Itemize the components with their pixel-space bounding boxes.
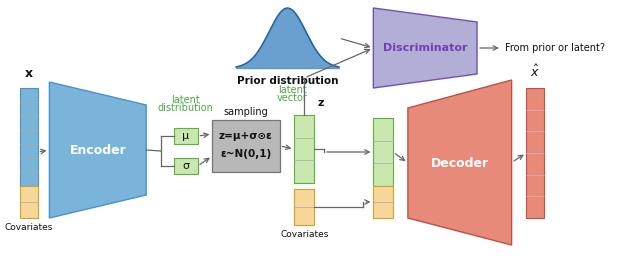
Polygon shape bbox=[49, 82, 146, 218]
Text: Covariates: Covariates bbox=[4, 223, 53, 232]
Bar bbox=[294, 189, 314, 225]
Text: Discriminator: Discriminator bbox=[383, 43, 467, 53]
Bar bbox=[174, 158, 198, 174]
Polygon shape bbox=[408, 80, 511, 245]
Text: latent: latent bbox=[172, 95, 200, 105]
Bar bbox=[212, 120, 280, 172]
Text: μ: μ bbox=[182, 131, 189, 141]
Text: Encoder: Encoder bbox=[69, 143, 126, 156]
Text: Decoder: Decoder bbox=[431, 156, 489, 169]
Bar bbox=[174, 128, 198, 144]
Bar bbox=[20, 186, 38, 218]
Text: vector: vector bbox=[277, 93, 308, 103]
Text: $\hat{x}$: $\hat{x}$ bbox=[531, 64, 540, 80]
Text: sampling: sampling bbox=[223, 107, 268, 117]
Text: σ: σ bbox=[182, 161, 189, 171]
Polygon shape bbox=[373, 8, 477, 88]
Text: distribution: distribution bbox=[157, 103, 214, 113]
Text: From prior or latent?: From prior or latent? bbox=[505, 43, 605, 53]
Bar bbox=[20, 88, 38, 186]
Bar bbox=[527, 88, 544, 218]
Text: Prior distribution: Prior distribution bbox=[237, 76, 338, 86]
Bar bbox=[373, 186, 393, 218]
Text: z=μ+σ⊙ε: z=μ+σ⊙ε bbox=[219, 131, 273, 141]
Text: ε~N(0,1): ε~N(0,1) bbox=[220, 149, 271, 159]
Text: latent: latent bbox=[278, 85, 307, 95]
Text: Covariates: Covariates bbox=[280, 230, 328, 239]
Bar bbox=[373, 118, 393, 186]
Text: z: z bbox=[317, 98, 323, 108]
Bar bbox=[294, 115, 314, 183]
Text: x: x bbox=[24, 67, 33, 80]
